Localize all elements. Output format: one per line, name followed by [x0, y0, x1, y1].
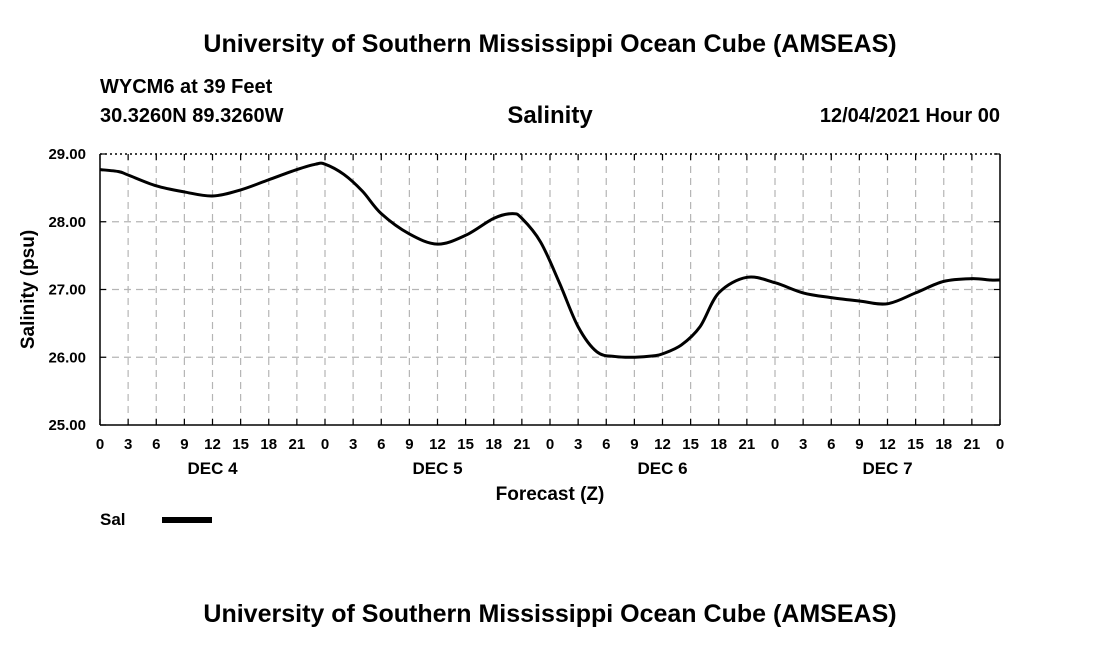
- x-tick-label: 12: [429, 436, 446, 453]
- chart-title: University of Southern Mississippi Ocean…: [203, 30, 897, 58]
- grid: [100, 154, 1000, 425]
- x-tick-label: 21: [964, 436, 981, 453]
- x-tick-label: 6: [152, 436, 160, 453]
- x-tick-label: 21: [289, 436, 306, 453]
- legend-swatch-sal: [162, 517, 212, 523]
- x-tick-label: 18: [260, 436, 277, 453]
- x-tick-label: 9: [405, 436, 413, 453]
- x-tick-label: 21: [514, 436, 531, 453]
- y-tick-label: 28.00: [48, 214, 86, 231]
- y-tick-label: 26.00: [48, 349, 86, 366]
- x-tick-label: 9: [630, 436, 638, 453]
- x-tick-label: 18: [710, 436, 727, 453]
- day-label: DEC 7: [862, 459, 912, 478]
- coordinates-label: 30.3260N 89.3260W: [100, 105, 284, 127]
- x-tick-label: 0: [546, 436, 554, 453]
- legend-label-sal: Sal: [100, 510, 126, 529]
- forecast-date-label: 12/04/2021 Hour 00: [819, 105, 1000, 127]
- x-tick-label: 3: [799, 436, 807, 453]
- x-tick-label: 12: [879, 436, 896, 453]
- x-tick-label: 15: [682, 436, 699, 453]
- x-tick-label: 18: [485, 436, 502, 453]
- day-label: DEC 6: [637, 459, 687, 478]
- x-tick-label: 9: [855, 436, 863, 453]
- day-label: DEC 5: [412, 459, 462, 478]
- series-line-sal: [99, 161, 1001, 359]
- variable-label: Salinity: [507, 102, 593, 129]
- axis-labels: 0 3 6 9 12 15 18 21 0 3 6 9 12 15 18 21 0 3 6 9 12 15 18 21 0 3 6 9…: [18, 146, 1004, 505]
- x-tick-label: 15: [457, 436, 474, 453]
- x-tick-label: 12: [204, 436, 221, 453]
- x-axis-title: Forecast (Z): [496, 484, 605, 505]
- axes: [99, 153, 1001, 426]
- x-tick-label: 21: [739, 436, 756, 453]
- station-label: WYCM6 at 39 Feet: [100, 76, 273, 98]
- x-tick-label: 0: [96, 436, 104, 453]
- x-tick-label: 0: [771, 436, 779, 453]
- x-tick-label: 0: [321, 436, 329, 453]
- x-tick-label: 3: [574, 436, 582, 453]
- x-tick-label: 18: [935, 436, 952, 453]
- x-tick-label: 15: [907, 436, 924, 453]
- day-label: DEC 4: [187, 459, 238, 478]
- x-tick-label: 6: [377, 436, 385, 453]
- y-tick-label: 25.00: [48, 417, 86, 434]
- y-tick-label: 27.00: [48, 282, 86, 299]
- x-tick-label: 12: [654, 436, 671, 453]
- x-tick-label: 3: [124, 436, 132, 453]
- x-tick-label: 9: [180, 436, 188, 453]
- x-tick-label: 3: [349, 436, 357, 453]
- y-tick-label: 29.00: [48, 146, 86, 163]
- x-tick-label: 15: [232, 436, 249, 453]
- x-tick-label: 6: [827, 436, 835, 453]
- footer-title: University of Southern Mississippi Ocean…: [203, 600, 897, 628]
- series-layer: [99, 161, 1001, 359]
- y-axis-title: Salinity (psu): [18, 230, 39, 349]
- x-tick-label: 0: [996, 436, 1004, 453]
- x-tick-label: 6: [602, 436, 610, 453]
